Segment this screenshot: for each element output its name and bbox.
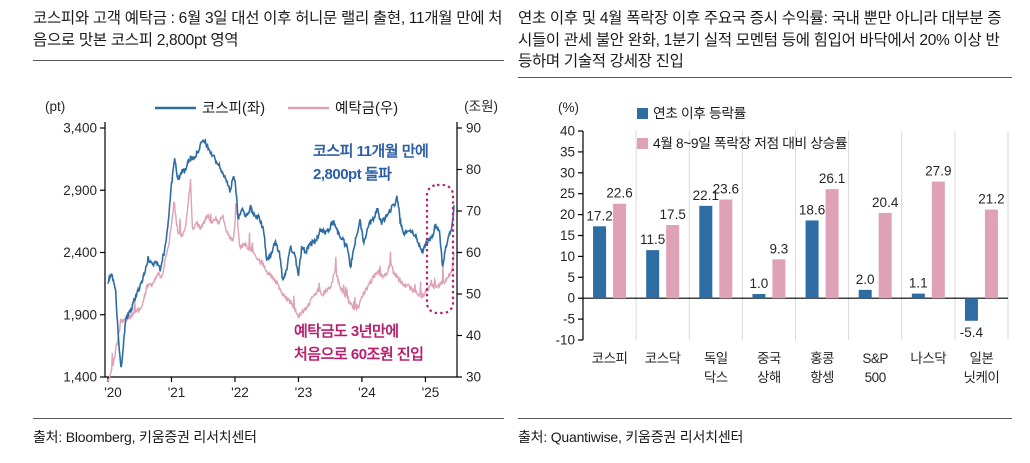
legend-swatch [637, 138, 648, 149]
svg-text:5: 5 [567, 270, 575, 285]
bar-rebound [931, 181, 945, 299]
bar-rebound [719, 199, 733, 299]
bar-value-label: 9.3 [770, 241, 789, 256]
svg-text:50: 50 [466, 287, 481, 302]
bar-rebound [984, 209, 998, 299]
kospi-series-line [107, 138, 455, 368]
svg-text:40: 40 [560, 124, 575, 139]
bar-value-label: 22.6 [606, 186, 632, 201]
bar-value-label: 1.0 [750, 276, 769, 291]
legend-deposit-label: 예탁금(우) [335, 100, 398, 117]
bar-rebound [772, 259, 786, 299]
bar-ytd [752, 294, 766, 299]
bar-rebound [666, 225, 680, 299]
bar-ytd [699, 205, 713, 299]
left-chart-source: 출처: Bloomberg, 키움증권 리서치센터 [33, 418, 504, 447]
svg-text:'23: '23 [295, 385, 313, 400]
index-returns-bar-chart: 40 35 30 25 20 15 10 5 0 -5 -10 (%) 연초 이후 등락률 4월 8~9일… [555, 100, 1009, 385]
svg-text:10: 10 [560, 249, 575, 264]
right-axis-unit: (조원) [464, 99, 498, 114]
chart-annotation: 예탁금도 3년만에 [294, 322, 399, 340]
chart-annotation: 처음으로 60조원 진입 [294, 346, 423, 363]
deposit-series-line [107, 179, 455, 382]
svg-text:2,400: 2,400 [63, 245, 97, 260]
bar-value-label: -5.4 [960, 325, 984, 340]
bar-value-label: 22.1 [693, 188, 719, 203]
svg-text:'25: '25 [422, 385, 440, 400]
bar-value-label: 18.6 [799, 202, 825, 217]
chart-annotation: 코스피 11개월 만에 [313, 142, 428, 160]
bar-ytd [964, 298, 978, 321]
category-label: 항셍 [810, 370, 834, 385]
svg-text:3,400: 3,400 [63, 121, 97, 136]
bar-value-label: 23.6 [713, 182, 739, 197]
legend-label: 연초 이후 등락률 [653, 106, 746, 121]
svg-text:-10: -10 [555, 333, 575, 348]
category-label: S&P [862, 351, 888, 366]
bar-ytd [805, 220, 819, 299]
bar-ytd [646, 250, 660, 299]
category-label: 닥스 [704, 370, 728, 385]
legend-label: 4월 8~9일 폭락장 저점 대비 상승률 [653, 136, 847, 151]
category-label: 코스닥 [645, 351, 681, 366]
svg-text:-5: -5 [563, 312, 575, 327]
bar-value-label: 27.9 [925, 164, 951, 179]
svg-text:'22: '22 [231, 385, 249, 400]
category-label: 상해 [757, 370, 781, 385]
legend-swatch [637, 108, 648, 119]
legend-kospi-label: 코스피(좌) [202, 100, 265, 117]
category-label: 일본 [970, 351, 994, 366]
bar-rebound [878, 212, 892, 299]
bar-rebound [825, 189, 839, 299]
right-chart-title: 연초 이후 및 4월 폭락장 이후 주요국 증시 수익률: 국내 뿐만 아니라 … [518, 8, 1012, 78]
y-axis-unit: (%) [558, 100, 579, 115]
svg-text:1,900: 1,900 [63, 307, 97, 322]
category-label: 나스닥 [910, 351, 946, 366]
svg-text:80: 80 [466, 162, 481, 177]
svg-text:60: 60 [466, 245, 481, 260]
category-label: 닛케이 [964, 370, 1000, 385]
bar-ytd [858, 289, 872, 299]
bar-value-label: 1.1 [909, 276, 928, 291]
bar-value-label: 17.5 [660, 207, 686, 222]
bar-rebound [613, 203, 627, 299]
bar-value-label: 26.1 [819, 171, 845, 186]
category-label: 독일 [704, 351, 728, 366]
svg-text:70: 70 [466, 204, 481, 219]
bar-value-label: 21.2 [978, 192, 1004, 207]
bar-ytd [593, 226, 607, 299]
svg-text:'24: '24 [358, 385, 376, 400]
bar-value-label: 20.4 [872, 195, 899, 210]
svg-text:15: 15 [560, 228, 575, 243]
left-axis-unit: (pt) [45, 99, 65, 114]
recent-rally-highlight-box [425, 183, 455, 315]
svg-text:2,900: 2,900 [63, 183, 97, 198]
svg-text:30: 30 [560, 165, 575, 180]
category-label: 홍콩 [810, 351, 834, 366]
svg-text:90: 90 [466, 121, 481, 136]
chart-annotation: 2,800pt 돌파 [313, 166, 392, 183]
svg-text:25: 25 [560, 186, 575, 201]
bar-value-label: 2.0 [856, 272, 875, 287]
category-label: 500 [865, 370, 886, 385]
right-chart-source: 출처: Quantiwise, 키움증권 리서치센터 [518, 418, 1012, 447]
svg-text:'21: '21 [168, 385, 186, 400]
svg-text:35: 35 [560, 144, 575, 159]
svg-text:0: 0 [567, 291, 575, 306]
bar-value-label: 11.5 [640, 232, 665, 247]
svg-text:40: 40 [466, 328, 481, 343]
left-chart-title: 코스피와 고객 예탁금 : 6월 3일 대선 이후 허니문 랠리 출현, 11개… [33, 8, 504, 61]
bar-ytd [911, 293, 925, 299]
svg-text:20: 20 [560, 207, 575, 222]
category-label: 중국 [757, 351, 781, 366]
bar-value-label: 17.2 [586, 208, 612, 223]
svg-text:30: 30 [466, 370, 481, 385]
svg-text:'20: '20 [104, 385, 122, 400]
svg-text:1,400: 1,400 [63, 370, 97, 385]
kospi-deposit-line-chart: 1,400 1,900 2,400 2,900 3,400 30 40 50 60 70 80 90 '… [45, 99, 498, 400]
category-label: 코스피 [592, 351, 628, 366]
